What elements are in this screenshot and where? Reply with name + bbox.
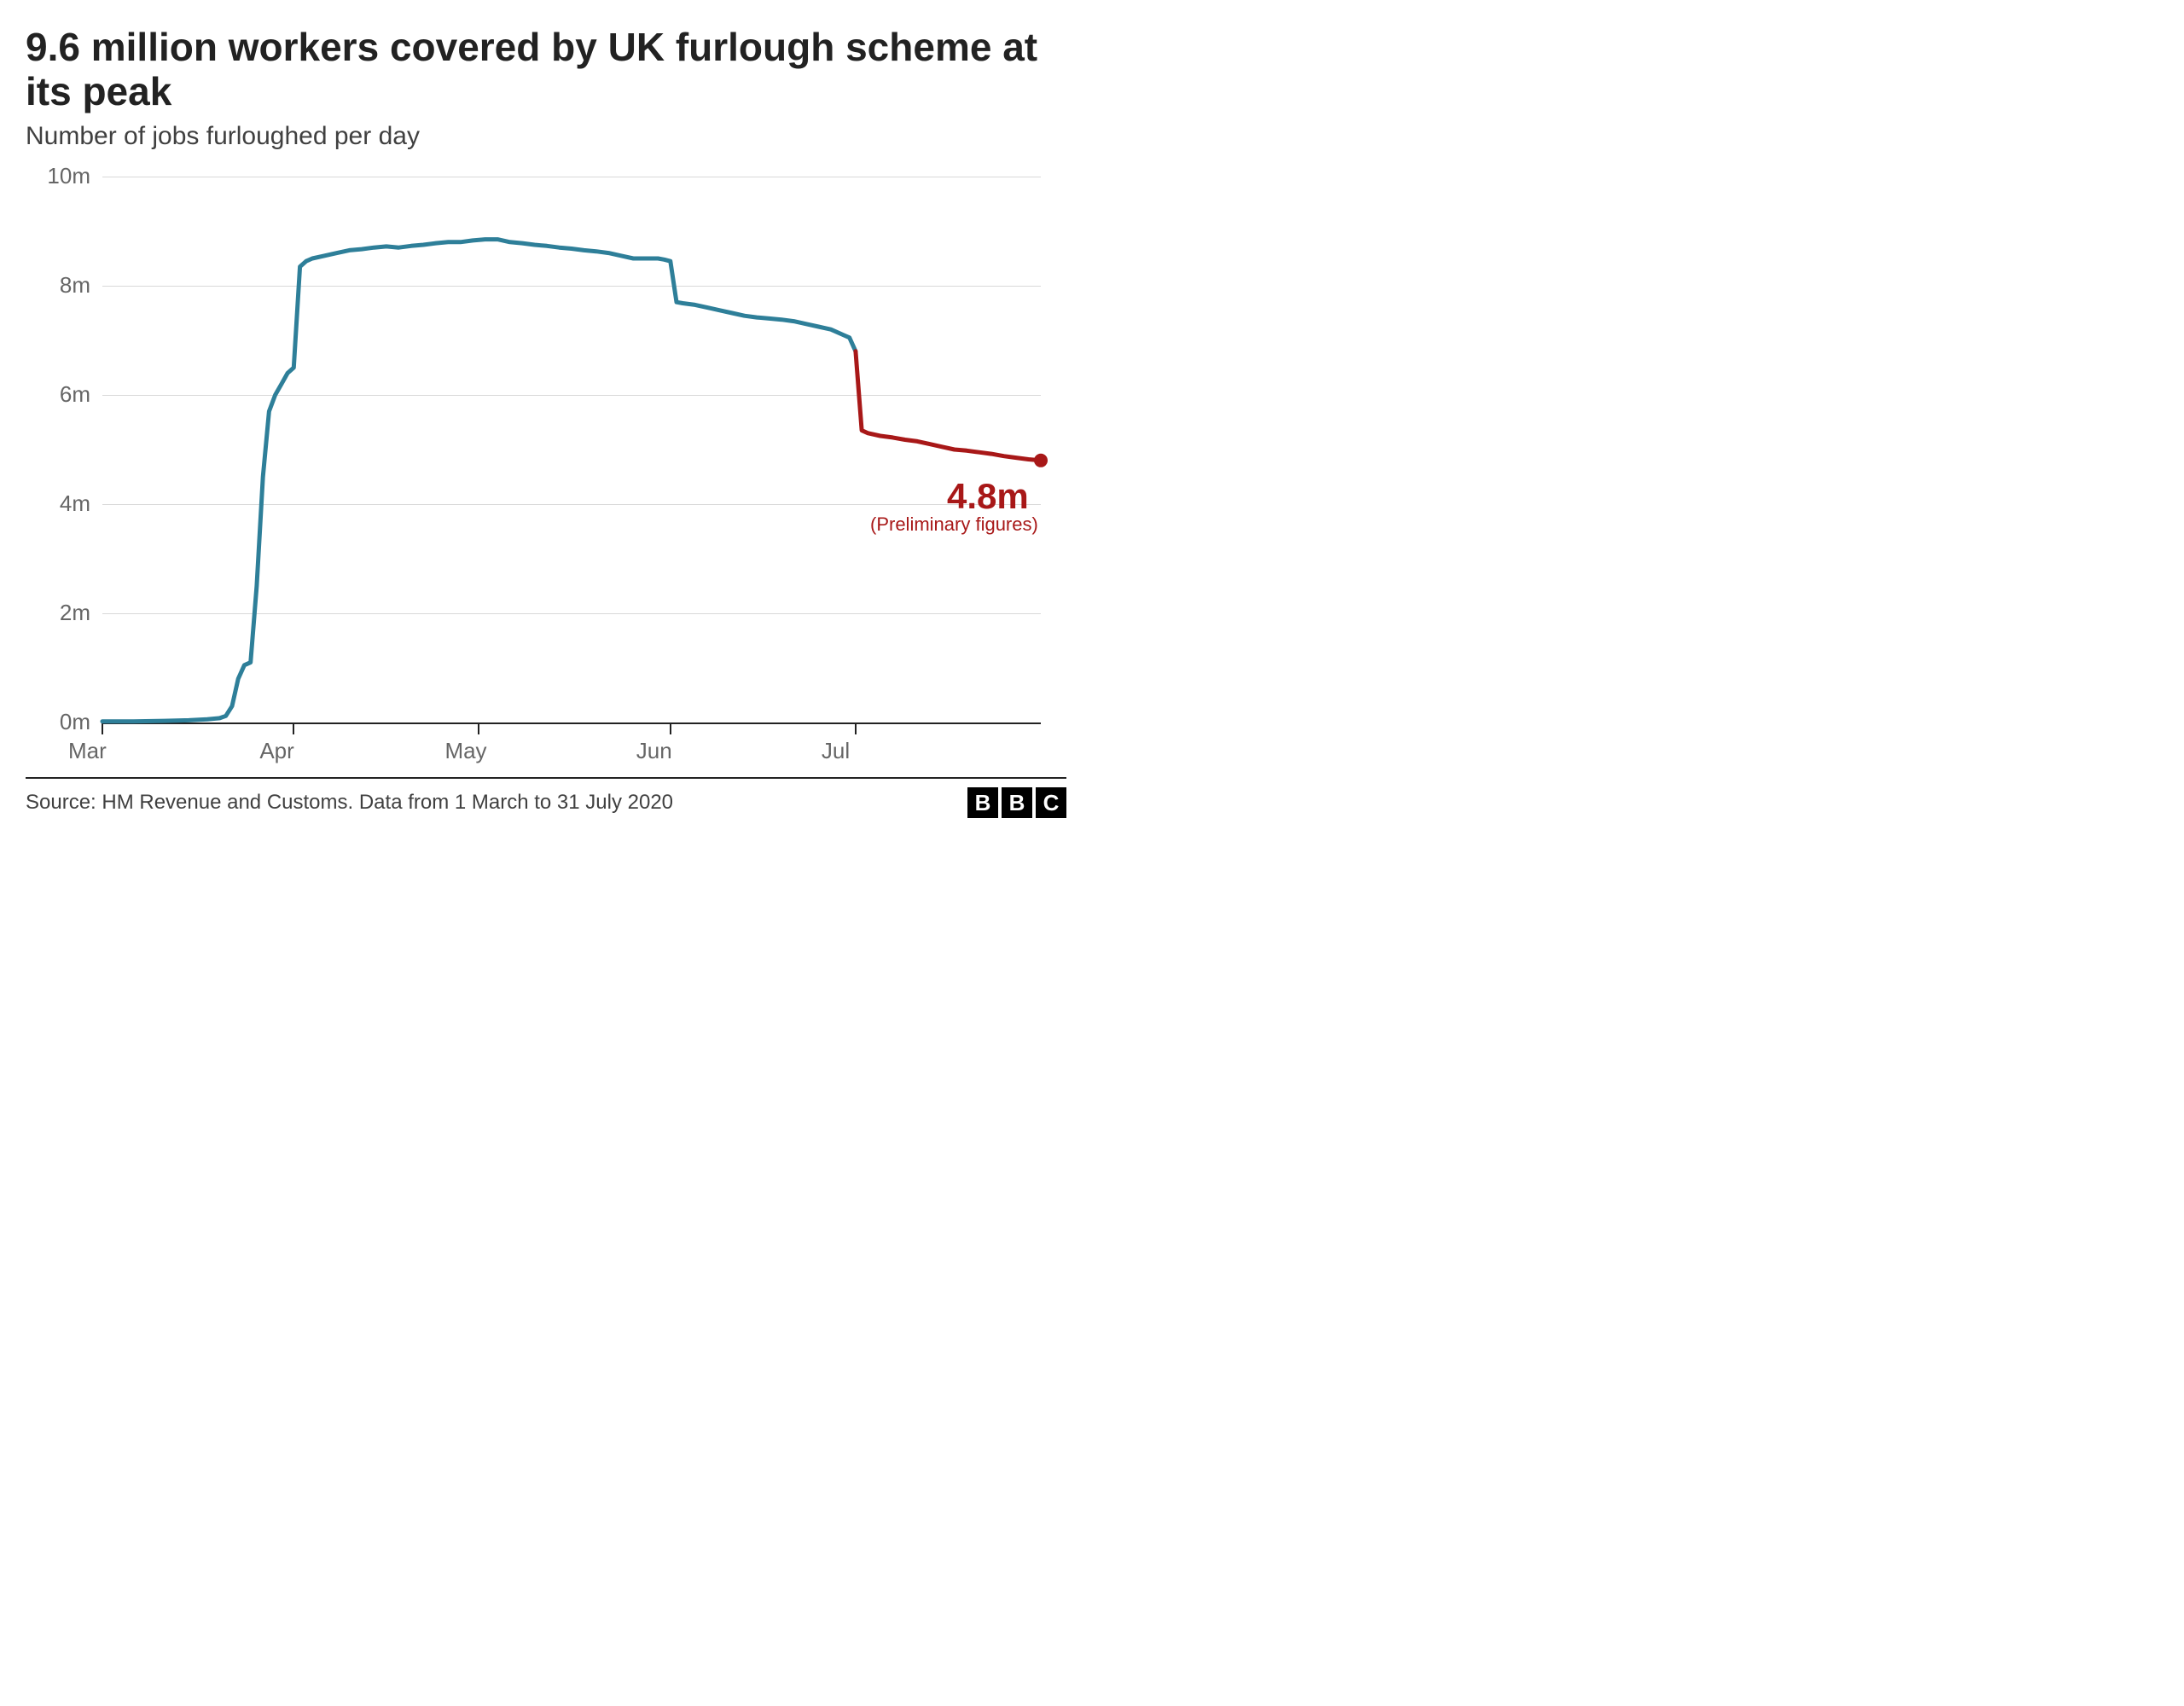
x-axis-label: Apr xyxy=(259,738,362,764)
plot-svg xyxy=(26,177,1058,726)
bbc-logo-letter: B xyxy=(1002,787,1032,818)
x-axis-label: Mar xyxy=(68,738,171,764)
chart-footer: Source: HM Revenue and Customs. Data fro… xyxy=(26,777,1066,818)
x-axis-label: Jun xyxy=(636,738,739,764)
series-end-marker xyxy=(1034,454,1048,467)
annotation-note: (Preliminary figures) xyxy=(870,514,1038,536)
series-line-furloughed-main xyxy=(102,240,856,722)
chart-subtitle: Number of jobs furloughed per day xyxy=(26,122,1066,151)
annotation-value: 4.8m xyxy=(947,476,1029,517)
chart-title: 9.6 million workers covered by UK furlou… xyxy=(26,26,1066,113)
bbc-logo-letter: C xyxy=(1036,787,1066,818)
plot-area: 0m2m4m6m8m10mMarAprMayJunJul4.8m(Prelimi… xyxy=(26,177,1109,765)
x-axis-label: May xyxy=(444,738,547,764)
series-line-furloughed-preliminary xyxy=(856,351,1041,461)
bbc-logo: B B C xyxy=(967,787,1066,818)
bbc-logo-letter: B xyxy=(967,787,998,818)
x-axis-label: Jul xyxy=(822,738,924,764)
source-text: Source: HM Revenue and Customs. Data fro… xyxy=(26,791,673,815)
chart-container: 9.6 million workers covered by UK furlou… xyxy=(0,0,1092,831)
